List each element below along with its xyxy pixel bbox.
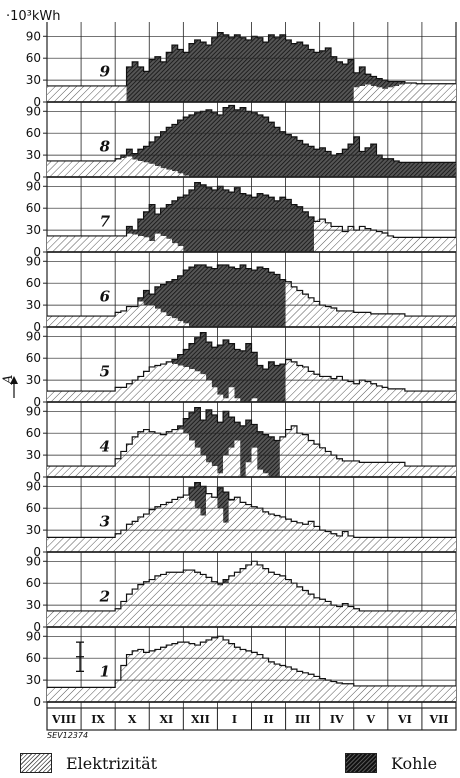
legend-swatch-coal (345, 753, 377, 773)
coal-area (126, 182, 314, 252)
y-unit-label: ·10³kWh (6, 9, 61, 24)
panel-8: 8 (47, 104, 457, 178)
panel-label-9: 9 (100, 62, 111, 80)
panel-9: 9 (47, 32, 456, 103)
y-tick-label: 90 (26, 404, 41, 418)
y-tick-label: 60 (26, 651, 41, 665)
y-tick-label: 90 (26, 629, 41, 643)
total-outline (47, 635, 456, 688)
panel-label-6: 6 (100, 287, 111, 305)
month-label-XII: XII (191, 713, 210, 726)
legend-label-coal: Kohle (391, 753, 438, 773)
y-tick-label: 30 (26, 373, 41, 387)
y-tick-label: 0 (33, 545, 41, 559)
month-label-II: II (263, 713, 273, 726)
panel-label-1: 1 (100, 662, 110, 680)
y-tick-label: 60 (26, 426, 41, 440)
electricity-area (47, 83, 456, 102)
total-outline (47, 407, 456, 467)
month-label-I: I (232, 713, 237, 726)
y-axis-arrow (10, 376, 18, 398)
electricity-area (47, 156, 190, 177)
y-tick-label: 30 (26, 523, 41, 537)
legend-label-electricity: Elektrizität (66, 753, 158, 773)
y-tick-label: 0 (33, 620, 41, 634)
y-tick-label: 90 (26, 29, 41, 43)
panel-label-5: 5 (100, 362, 110, 380)
coal-area (115, 105, 457, 177)
legend-item-coal: Kohle (345, 752, 437, 774)
chart-panels: 9 8 7 6 5 4 3 2 1 (46, 22, 457, 708)
y-tick-label: 0 (33, 95, 41, 109)
y-tick-label: 30 (26, 448, 41, 462)
total-outline (47, 264, 456, 317)
y-tick-label: 90 (26, 179, 41, 193)
reference-code: SEV12374 (47, 731, 88, 740)
y-tick-label: 30 (26, 148, 41, 162)
month-label-VIII: VIII (51, 713, 76, 726)
y-axis-label: A (1, 375, 16, 385)
electricity-area (47, 425, 456, 477)
total-outline (47, 182, 456, 238)
y-tick-label: 60 (26, 501, 41, 515)
total-outline (47, 32, 456, 87)
electricity-area (47, 281, 456, 327)
total-outline (47, 332, 456, 392)
y-tick-label: 30 (26, 223, 41, 237)
total-outline (47, 482, 456, 538)
y-tick-label: 60 (26, 351, 41, 365)
legend-item-electricity: Elektrizität (20, 752, 157, 774)
y-tick-label: 60 (26, 276, 41, 290)
panel-label-8: 8 (100, 137, 111, 155)
month-label-IX: IX (91, 713, 105, 726)
month-label-III: III (295, 713, 310, 726)
panel-6: 6 (47, 260, 456, 328)
total-outline (47, 560, 456, 612)
y-tick-label: 60 (26, 201, 41, 215)
panel-label-4: 4 (100, 437, 110, 455)
y-tick-label: 0 (33, 695, 41, 709)
y-tick-label: 90 (26, 554, 41, 568)
y-tick-label: 0 (33, 170, 41, 184)
y-tick-label: 90 (26, 254, 41, 268)
month-label-VII: VII (429, 713, 449, 726)
panel-1: 1 (47, 635, 456, 703)
month-label-X: X (128, 713, 137, 726)
y-tick-label: 30 (26, 673, 41, 687)
y-tick-label: 0 (33, 245, 41, 259)
coal-area (171, 332, 286, 402)
panel-label-2: 2 (99, 587, 110, 605)
y-tick-label: 30 (26, 73, 41, 87)
panel-7: 7 (47, 182, 456, 253)
month-label-IV: IV (330, 713, 344, 726)
panel-2: 2 (47, 560, 456, 628)
y-tick-label: 30 (26, 298, 41, 312)
y-tick-label: 90 (26, 479, 41, 493)
y-tick-label: 60 (26, 126, 41, 140)
panel-5: 5 (47, 332, 456, 403)
legend-swatch-electricity (20, 753, 52, 773)
panel-3: 3 (47, 482, 456, 553)
y-tick-label: 90 (26, 329, 41, 343)
y-tick-label: 0 (33, 320, 41, 334)
y-tick-label: 0 (33, 470, 41, 484)
panel-4: 4 (47, 407, 456, 478)
month-axis: VIII IX X XI XII I II III IV V VI VII (46, 707, 457, 731)
electricity-area (47, 561, 456, 627)
y-tick-label: 60 (26, 576, 41, 590)
y-tick-label: 0 (33, 395, 41, 409)
total-outline (47, 104, 456, 163)
month-label-XI: XI (159, 713, 173, 726)
y-tick-label: 30 (26, 598, 41, 612)
panel-label-7: 7 (100, 212, 111, 230)
y-tick-label: 90 (26, 104, 41, 118)
y-tick-label: 60 (26, 51, 41, 65)
y-axis: 0306090030609003060900306090030609003060… (26, 29, 47, 709)
month-label-V: V (366, 713, 376, 726)
panel-label-3: 3 (100, 512, 110, 530)
month-label-VI: VI (397, 713, 412, 726)
coal-area (137, 264, 286, 327)
coal-area (126, 32, 405, 102)
